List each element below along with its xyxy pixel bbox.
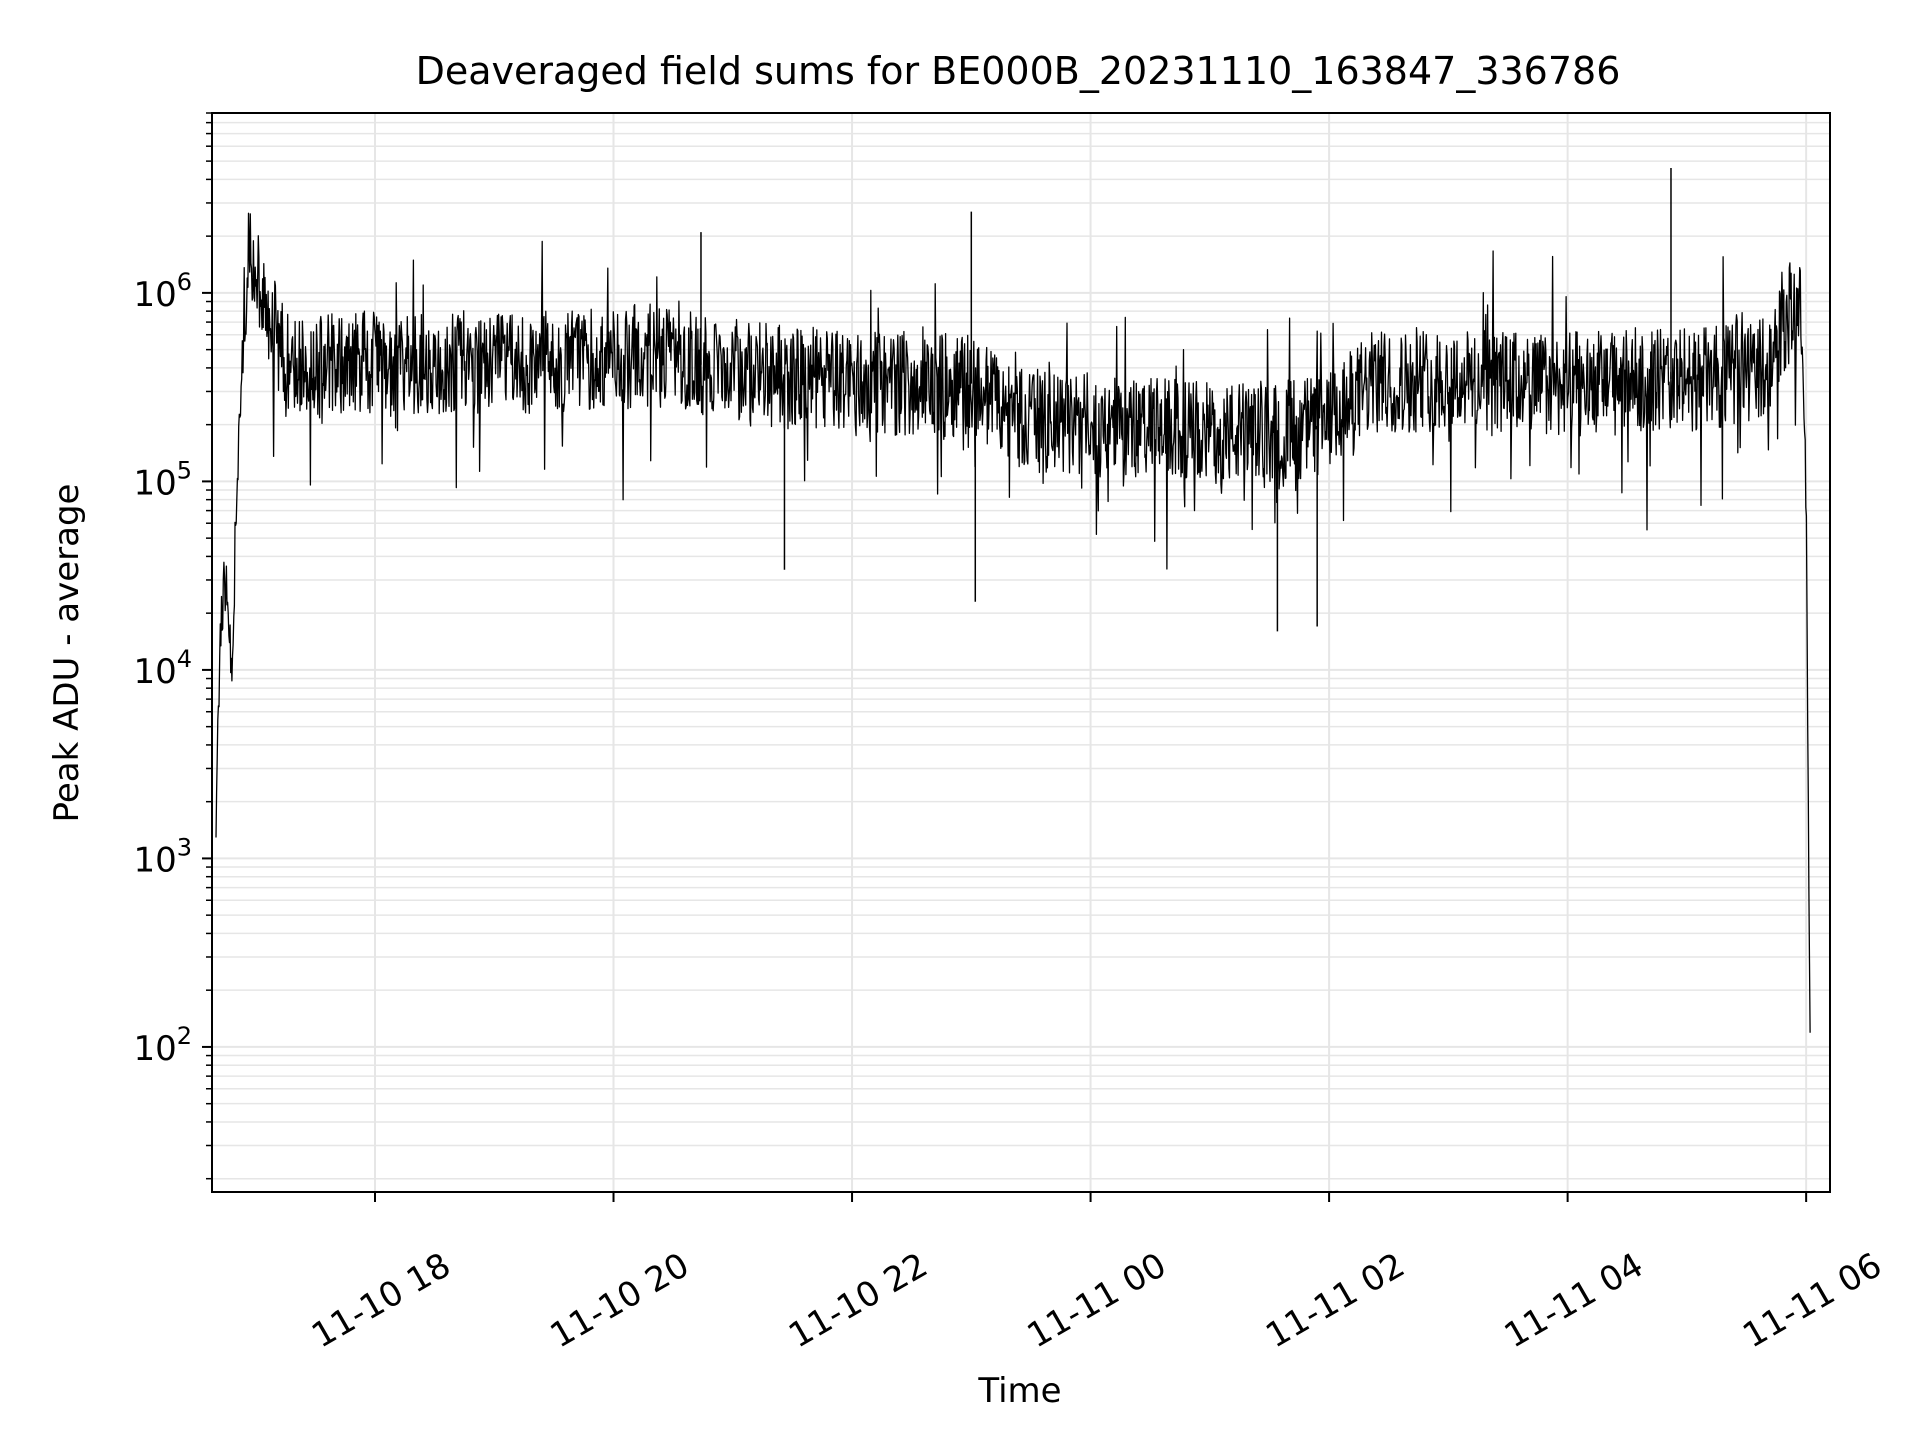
data-series xyxy=(215,167,1811,1033)
y-tick-label: 102 xyxy=(133,1022,192,1069)
x-tick-label: 11-10 22 xyxy=(782,1245,934,1356)
series-line xyxy=(215,212,1811,1033)
grid-lines xyxy=(212,112,1830,1192)
x-tick-label: 11-11 04 xyxy=(1498,1245,1650,1356)
y-tick-label: 103 xyxy=(133,833,192,880)
plot-frame xyxy=(211,112,1831,1193)
y-tick-label: 104 xyxy=(133,645,192,692)
x-tick-label: 11-10 20 xyxy=(544,1245,696,1356)
y-axis: 102 103 104 105 106 xyxy=(133,112,212,1180)
y-tick-label: 105 xyxy=(133,456,192,503)
x-tick-label: 11-10 18 xyxy=(305,1245,457,1356)
chart-title: Deaveraged field sums for BE000B_2023111… xyxy=(416,49,1621,93)
x-tick-label: 11-11 02 xyxy=(1259,1245,1411,1356)
x-tick-label: 11-11 00 xyxy=(1021,1245,1173,1356)
y-axis-label: Peak ADU - average xyxy=(47,484,87,823)
y-tick-label: 106 xyxy=(133,268,192,315)
x-axis: 11-10 18 11-10 20 11-10 22 11-11 00 11-11 02… xyxy=(305,1192,1889,1356)
x-axis-label: Time xyxy=(977,1371,1061,1411)
x-tick-label: 11-11 06 xyxy=(1736,1245,1888,1356)
